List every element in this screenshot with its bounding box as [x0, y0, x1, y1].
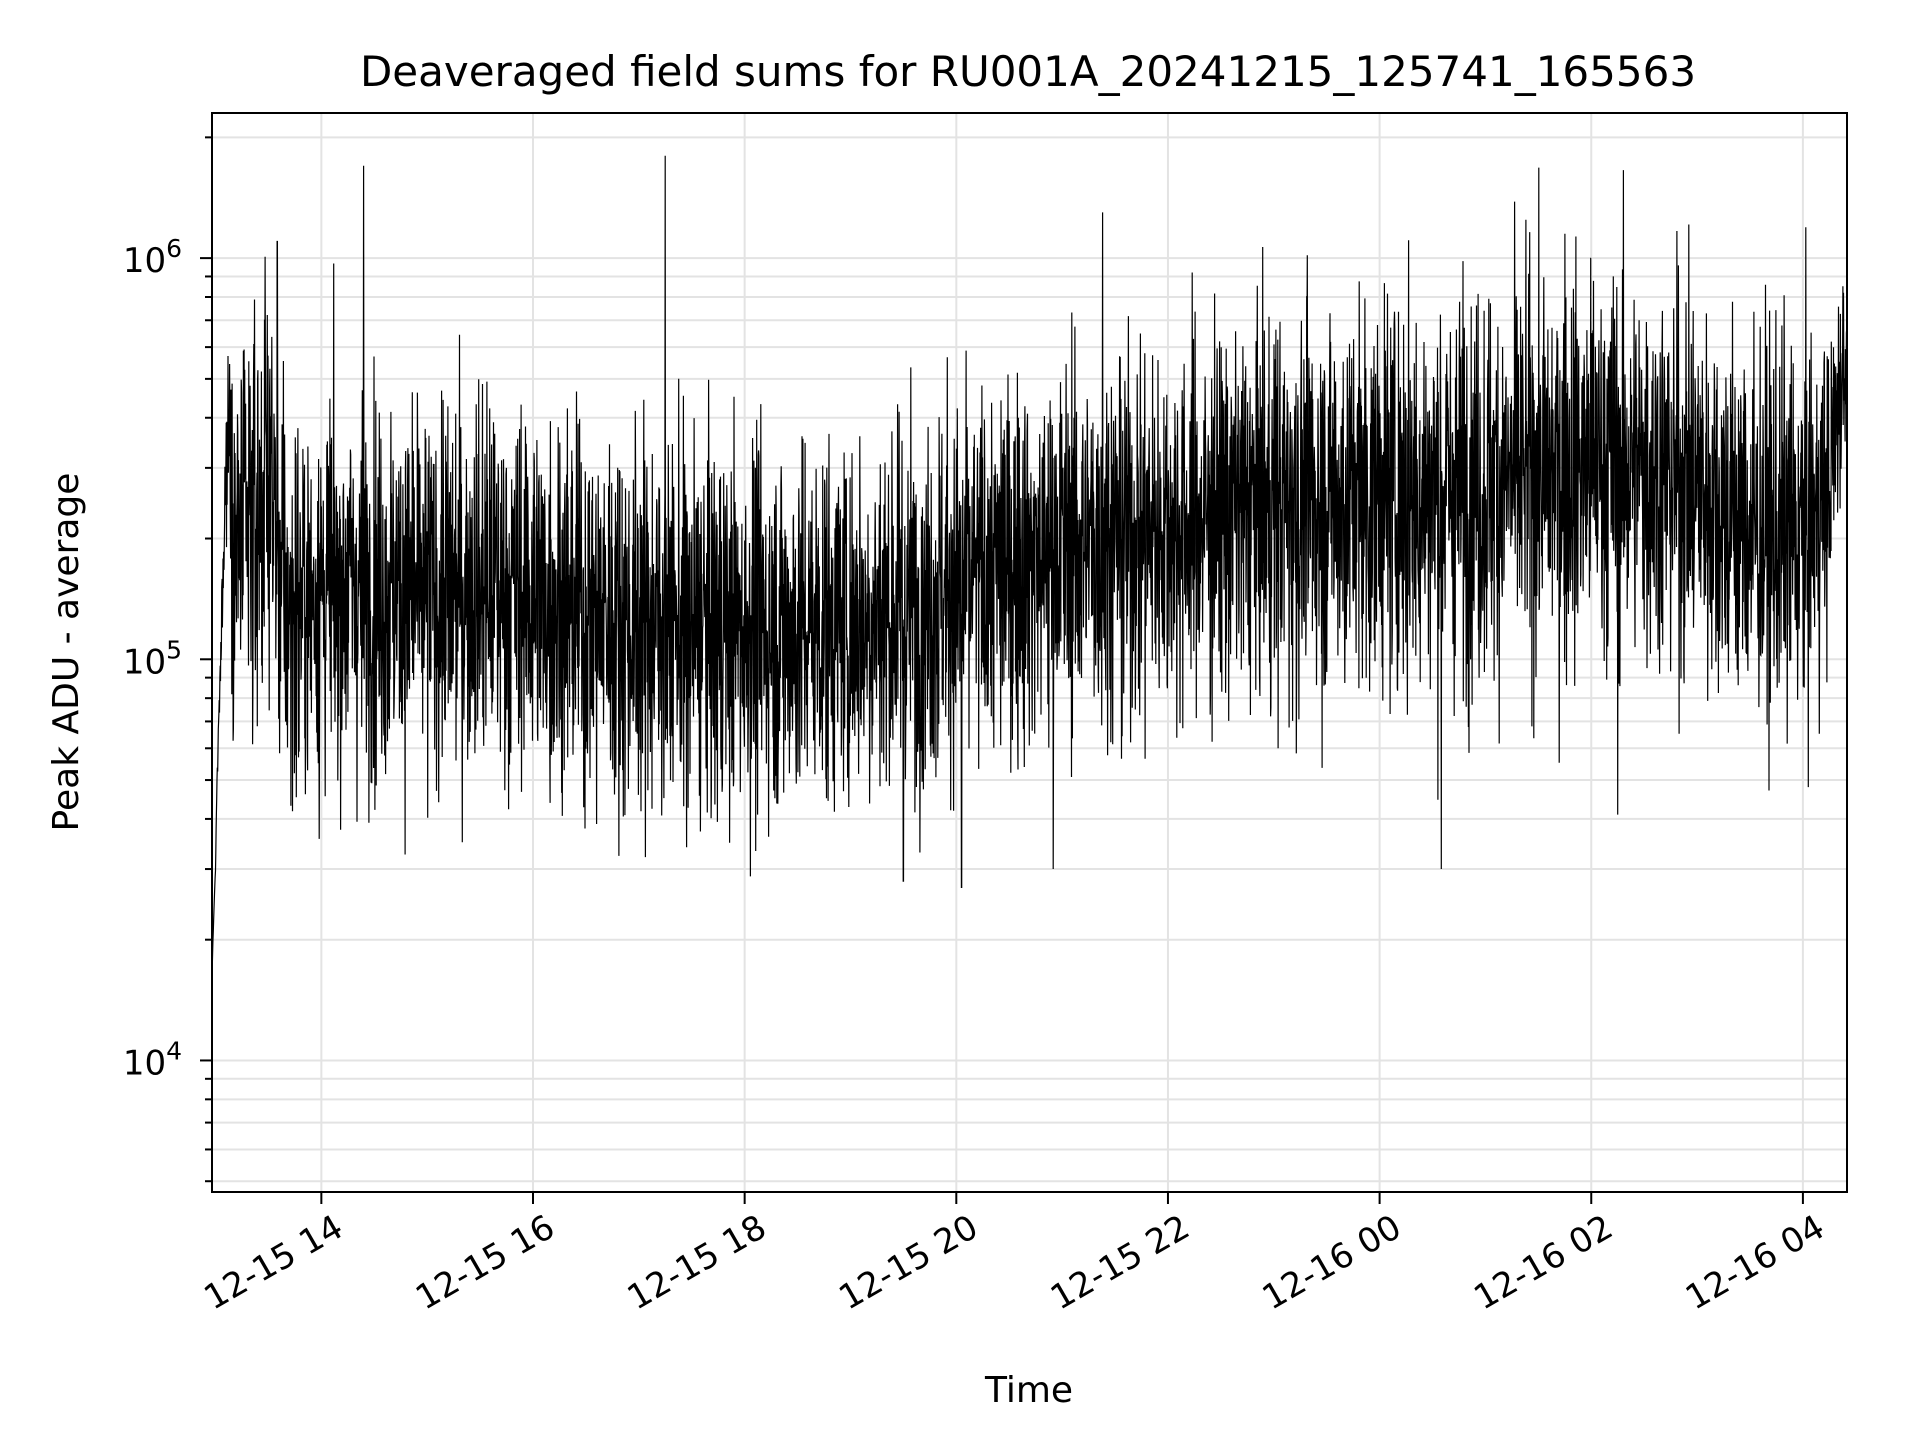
chart-title: Deaveraged field sums for RU001A_2024121… [360, 47, 1696, 96]
y-tick-label: 105 [123, 635, 182, 682]
series-line [211, 155, 1848, 979]
y-tick-label: 106 [123, 234, 182, 281]
x-tick-label: 12-16 00 [1256, 1207, 1408, 1318]
x-tick-label: 12-15 18 [621, 1207, 773, 1318]
x-tick-label: 12-15 16 [409, 1207, 561, 1318]
x-tick-label: 12-15 22 [1044, 1207, 1196, 1318]
x-tick-label: 12-15 20 [832, 1207, 984, 1318]
y-tick-label: 104 [123, 1036, 182, 1083]
x-tick-label: 12-16 04 [1679, 1207, 1831, 1318]
x-axis-label: Time [984, 1370, 1073, 1411]
x-tick-label: 12-16 02 [1467, 1207, 1619, 1318]
x-tick-label: 12-15 14 [197, 1207, 349, 1318]
plot-frame [211, 112, 1848, 1193]
y-axis-label: Peak ADU - average [46, 473, 87, 832]
